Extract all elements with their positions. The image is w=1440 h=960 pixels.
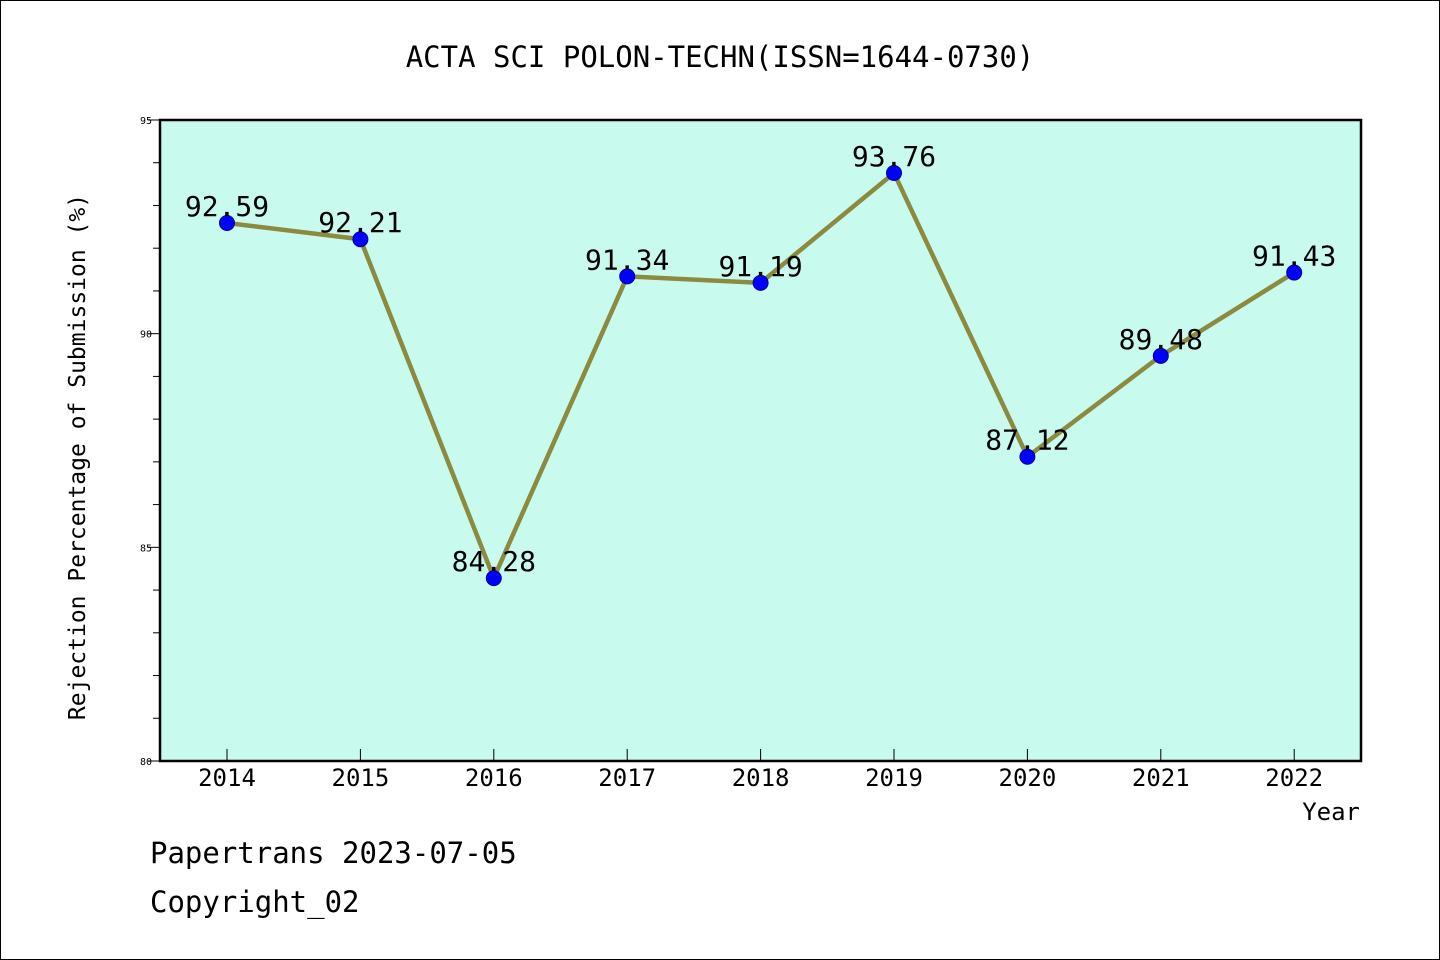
- data-label: 91.34: [585, 243, 669, 276]
- x-tick-label: 2016: [465, 764, 523, 792]
- data-label: 92.59: [185, 190, 269, 223]
- x-tick-label: 2022: [1265, 764, 1323, 792]
- data-label: 92.21: [318, 206, 402, 239]
- y-tick-label: 85: [140, 543, 152, 554]
- y-axis-label: Rejection Percentage of Submission (%): [65, 194, 91, 720]
- data-point: [352, 231, 369, 248]
- data-point: [1152, 347, 1169, 364]
- y-tick-label: 80: [140, 757, 152, 768]
- data-label: 91.43: [1252, 240, 1336, 273]
- data-point: [752, 274, 769, 291]
- x-tick-label: 2014: [198, 764, 256, 792]
- data-label: 89.48: [1119, 323, 1203, 356]
- data-label: 87.12: [985, 424, 1069, 457]
- x-tick-label: 2015: [332, 764, 390, 792]
- y-tick-label: 90: [140, 330, 152, 341]
- x-tick-label: 2017: [598, 764, 656, 792]
- x-tick-label: 2021: [1132, 764, 1190, 792]
- axis-ticks: 80 85 90 95 2014 2015 2016 2017 2018 2019 2020 2021…: [140, 116, 1323, 792]
- x-tick-label: 2020: [999, 764, 1057, 792]
- plot-border: [158, 118, 1363, 763]
- data-point: [886, 164, 902, 181]
- data-label: 93.76: [852, 140, 936, 173]
- data-label: 91.19: [718, 250, 802, 283]
- series-markers: [219, 164, 1303, 587]
- data-point: [619, 268, 636, 285]
- x-axis-label: Year: [1302, 798, 1360, 826]
- footer-source-text: Papertrans 2023-07-05: [150, 836, 517, 870]
- plot-area: [160, 120, 1361, 761]
- data-point: [485, 570, 502, 587]
- data-point: [1286, 264, 1303, 281]
- x-tick-label: 2018: [732, 764, 790, 792]
- data-label: 84.28: [452, 545, 536, 578]
- data-point: [1019, 448, 1036, 465]
- chart-title: ACTA SCI POLON-TECHN(ISSN=1644-0730): [406, 40, 1035, 74]
- data-point: [219, 214, 235, 231]
- data-labels: 92.59 92.21 84.28 91.34 91.19 93.76 87.12 89.48…: [185, 140, 1336, 578]
- y-tick-label: 95: [140, 116, 152, 127]
- x-tick-label: 2019: [865, 764, 923, 792]
- footer-copyright-text: Copyright_02: [150, 885, 360, 919]
